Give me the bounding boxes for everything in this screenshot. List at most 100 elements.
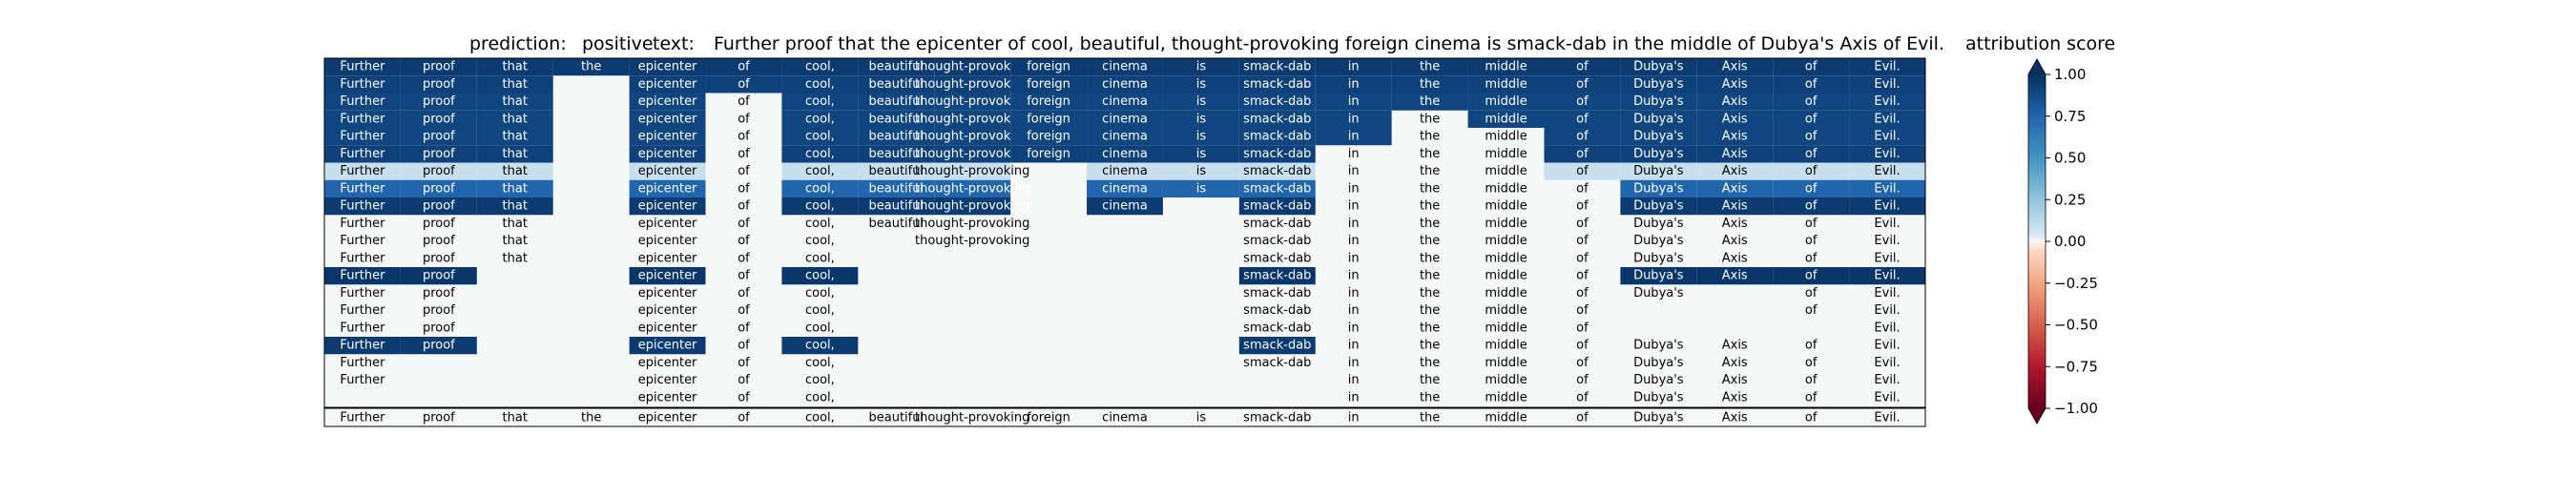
token-label: the — [1420, 234, 1440, 248]
heatmap-cell — [324, 93, 401, 111]
token-label: Dubya's — [1633, 130, 1684, 144]
token-label: Evil. — [1874, 390, 1900, 404]
token-label: in — [1348, 339, 1360, 353]
heatmap-cell — [629, 337, 706, 355]
token-label: is — [1196, 147, 1207, 161]
heatmap-cell — [629, 75, 706, 93]
token-label: in — [1348, 147, 1360, 161]
heatmap-cell — [781, 93, 859, 111]
heatmap-cell — [1010, 145, 1088, 163]
token-label: Dubya's — [1633, 94, 1684, 109]
token-label: Axis — [1722, 339, 1748, 353]
token-label: beautiful — [868, 164, 924, 178]
heatmap-cell — [934, 162, 1011, 180]
token-label: of — [1805, 199, 1818, 214]
token-label: the — [1420, 356, 1440, 370]
token-label: the — [1420, 130, 1440, 144]
token-label: cool, — [805, 373, 835, 387]
token-label: Dubya's — [1633, 339, 1684, 353]
token-label: proof — [423, 217, 455, 231]
token-label: epicenter — [638, 234, 697, 248]
token-label: beautiful — [868, 130, 924, 144]
baseline-token-label: that — [503, 411, 528, 425]
token-label: smack-dab — [1243, 164, 1311, 178]
heatmap-cell — [1849, 110, 1925, 128]
token-label: in — [1348, 390, 1360, 404]
heatmap-cell — [1544, 58, 1621, 76]
token-label: the — [1420, 286, 1440, 301]
heatmap-cell — [1849, 75, 1925, 93]
colorbar-tick-label: −0.50 — [2054, 317, 2098, 334]
token-label: beautiful — [868, 181, 924, 196]
token-label: Evil. — [1874, 356, 1900, 370]
heatmap-cell — [1238, 145, 1316, 163]
token-label: Dubya's — [1633, 147, 1684, 161]
token-label: Further — [340, 60, 385, 74]
heatmap-cell — [1773, 179, 1850, 197]
heatmap-cell — [629, 162, 706, 180]
heatmap-cell — [781, 337, 859, 355]
heatmap-cell — [1087, 145, 1163, 163]
heatmap-cell — [705, 58, 782, 76]
token-label: the — [1420, 77, 1440, 92]
heatmap-cell — [1696, 162, 1774, 180]
token-label: middle — [1485, 269, 1527, 283]
heatmap-cell — [1849, 162, 1925, 180]
colorbar-title: attribution score — [1965, 33, 2115, 54]
heatmap-cell — [476, 179, 553, 197]
heatmap-cell — [858, 93, 935, 111]
heatmap-cell — [1162, 75, 1239, 93]
token-label: epicenter — [638, 130, 697, 144]
token-label: epicenter — [638, 390, 697, 404]
token-label: foreign — [1027, 77, 1070, 92]
token-label: thought-provoking — [915, 130, 1029, 144]
baseline-token-label: cool, — [805, 411, 835, 425]
heatmap-cell — [1238, 197, 1316, 216]
token-label: cool, — [805, 112, 835, 126]
heatmap-cell — [400, 267, 477, 285]
token-label: that — [503, 94, 528, 109]
heatmap-cell — [552, 58, 630, 76]
heatmap-cell — [1849, 93, 1925, 111]
heatmap-cell — [1773, 93, 1850, 111]
token-label: the — [1420, 217, 1440, 231]
token-label: Axis — [1722, 147, 1748, 161]
heatmap-cell — [1162, 110, 1239, 128]
token-label: is — [1196, 77, 1207, 92]
token-label: that — [503, 181, 528, 196]
token-label: cool, — [805, 181, 835, 196]
token-label: Axis — [1722, 390, 1748, 404]
heatmap-cell — [400, 337, 477, 355]
token-label: of — [1576, 356, 1589, 370]
token-label: epicenter — [638, 339, 697, 353]
token-label: in — [1348, 373, 1360, 387]
token-label: Axis — [1722, 130, 1748, 144]
token-label: smack-dab — [1243, 217, 1311, 231]
figure-header: prediction: positive text: Further proof… — [469, 33, 2115, 54]
token-label: middle — [1485, 147, 1527, 161]
token-label: smack-dab — [1243, 130, 1311, 144]
heatmap-cell — [1620, 110, 1697, 128]
token-label: Axis — [1722, 356, 1748, 370]
heatmap-cell — [1696, 110, 1774, 128]
token-label: middle — [1485, 112, 1527, 126]
token-label: of — [737, 60, 750, 74]
token-label: of — [1805, 339, 1818, 353]
heatmap-cell — [1391, 58, 1468, 76]
heatmap-cell — [1620, 75, 1697, 93]
heatmap-cell — [781, 162, 859, 180]
baseline-token-label: cinema — [1102, 411, 1148, 425]
token-label: proof — [423, 181, 455, 196]
baseline-token-label: Axis — [1722, 411, 1748, 425]
token-label: the — [581, 60, 601, 74]
token-label: Evil. — [1874, 234, 1900, 248]
heatmap-cell — [1544, 128, 1621, 146]
token-label: smack-dab — [1243, 356, 1311, 370]
heatmap-cell — [1544, 75, 1621, 93]
heatmap-cell — [1696, 179, 1774, 197]
token-label: of — [1576, 112, 1589, 126]
heatmap-cell — [476, 145, 553, 163]
token-label: epicenter — [638, 286, 697, 301]
heatmap-cell — [1087, 128, 1163, 146]
token-label: smack-dab — [1243, 234, 1311, 248]
